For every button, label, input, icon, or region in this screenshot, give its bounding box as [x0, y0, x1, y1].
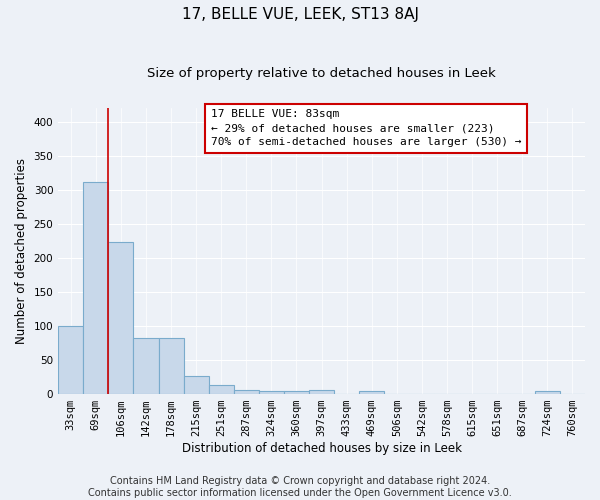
Bar — [184, 376, 209, 394]
X-axis label: Distribution of detached houses by size in Leek: Distribution of detached houses by size … — [182, 442, 461, 455]
Bar — [535, 392, 560, 394]
Bar — [234, 390, 259, 394]
Bar — [284, 392, 309, 394]
Bar — [58, 326, 83, 394]
Bar — [259, 392, 284, 394]
Bar — [109, 242, 133, 394]
Title: Size of property relative to detached houses in Leek: Size of property relative to detached ho… — [147, 68, 496, 80]
Bar — [83, 182, 109, 394]
Bar — [209, 385, 234, 394]
Text: Contains HM Land Registry data © Crown copyright and database right 2024.
Contai: Contains HM Land Registry data © Crown c… — [88, 476, 512, 498]
Bar — [133, 338, 158, 394]
Text: 17 BELLE VUE: 83sqm
← 29% of detached houses are smaller (223)
70% of semi-detac: 17 BELLE VUE: 83sqm ← 29% of detached ho… — [211, 110, 521, 148]
Text: 17, BELLE VUE, LEEK, ST13 8AJ: 17, BELLE VUE, LEEK, ST13 8AJ — [182, 8, 419, 22]
Y-axis label: Number of detached properties: Number of detached properties — [15, 158, 28, 344]
Bar — [158, 338, 184, 394]
Bar — [359, 392, 385, 394]
Bar — [309, 390, 334, 394]
